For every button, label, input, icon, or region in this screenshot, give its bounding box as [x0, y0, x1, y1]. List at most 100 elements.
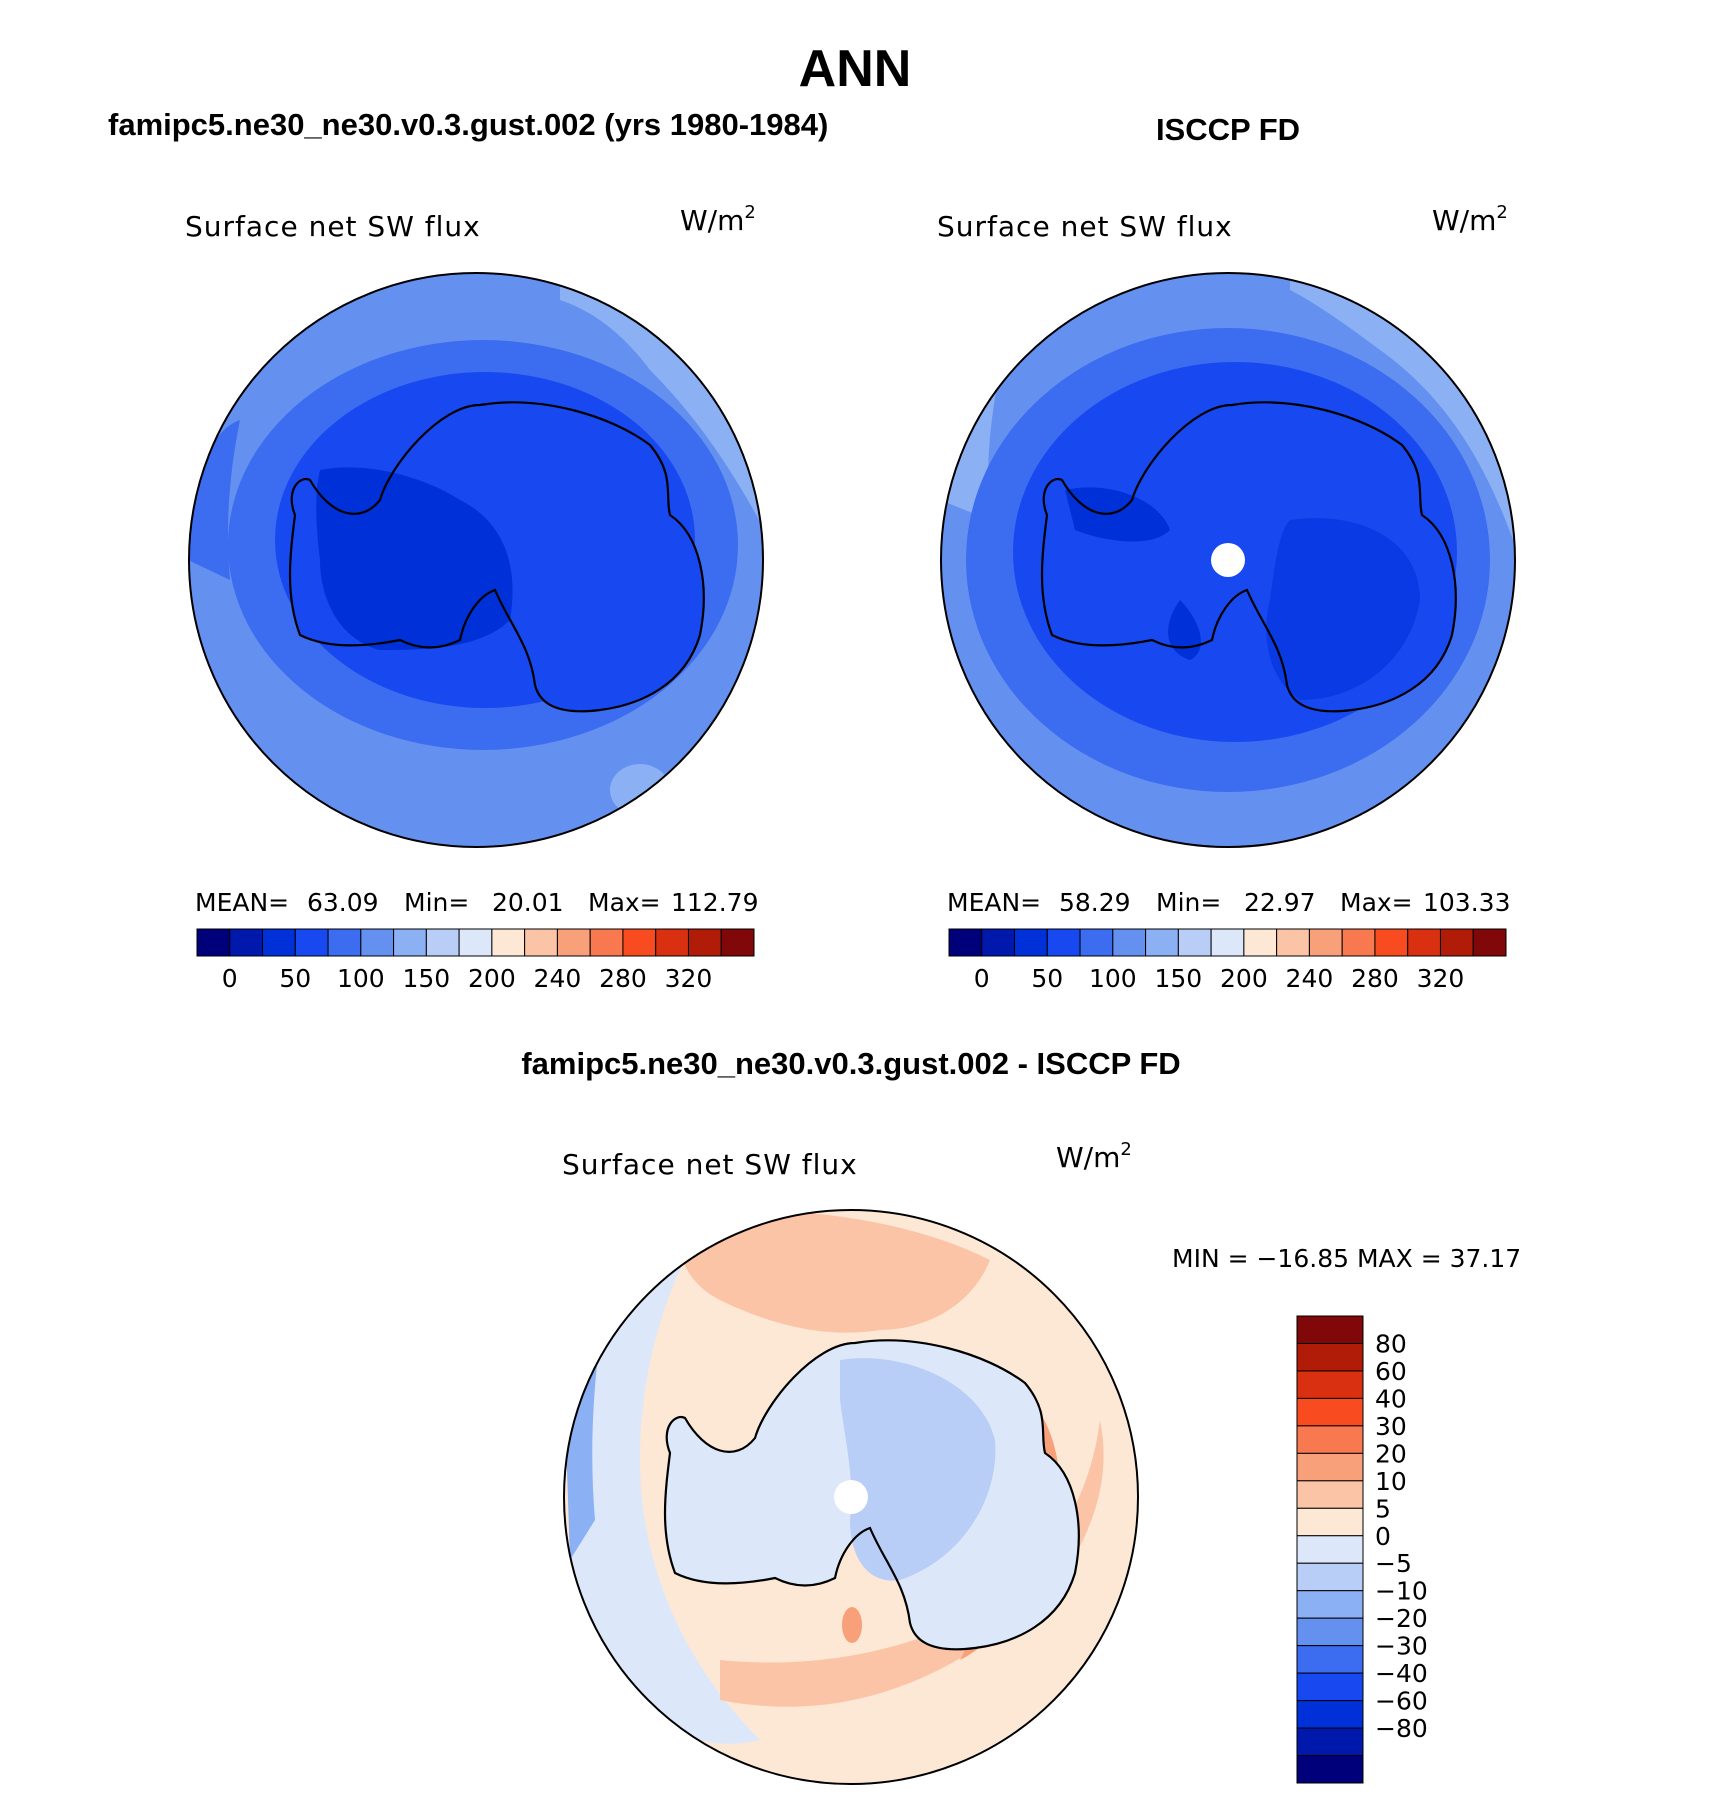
panel-model-min-label: Min=: [404, 888, 469, 917]
colorbar-swatch: [1374, 928, 1409, 957]
colorbar-swatch: [948, 928, 983, 957]
colorbar-swatch: [1296, 1617, 1364, 1647]
colorbar-swatch: [1014, 928, 1048, 957]
colorbar-swatch: [1079, 928, 1114, 957]
colorbar-label: 0: [974, 964, 990, 993]
panel-model-mean-label: MEAN=: [195, 888, 289, 917]
colorbar-label: 200: [468, 964, 516, 993]
colorbar-label: 280: [599, 964, 647, 993]
colorbar-swatch: [1296, 1370, 1364, 1399]
panel-model-max-label: Max=: [588, 888, 661, 917]
colorbar-swatch: [524, 928, 558, 957]
colorbar-label: −5: [1375, 1549, 1412, 1578]
figure-title: ANN: [799, 40, 912, 98]
panel-obs-units: W/m2: [1432, 202, 1508, 237]
map-boundary: [563, 1209, 1139, 1785]
colorbar-label: −60: [1375, 1687, 1428, 1716]
panel-obs-max-value: 103.33: [1423, 888, 1510, 917]
colorbar-swatch: [1407, 928, 1441, 957]
colorbar-swatch: [1296, 1452, 1364, 1482]
colorbar-label: 20: [1375, 1439, 1407, 1468]
colorbar-swatch: [1296, 1645, 1364, 1674]
colorbar-swatch: [622, 928, 657, 957]
map-contour-band: [842, 1607, 862, 1643]
colorbar-label: −10: [1375, 1577, 1428, 1606]
colorbar-swatch: [196, 928, 231, 957]
colorbar-label: 320: [665, 964, 713, 993]
panel-model-map: [189, 273, 763, 847]
colorbar-swatch: [1296, 1342, 1364, 1372]
colorbar-swatch: [262, 928, 296, 957]
panel-model-min-value: 20.01: [492, 888, 564, 917]
colorbar-swatch: [1177, 928, 1212, 957]
colorbar-label: −30: [1375, 1632, 1428, 1661]
panel-diff-heading: famipc5.ne30_ne30.v0.3.gust.002 - ISCCP …: [521, 1046, 1180, 1081]
colorbar-label: 40: [1375, 1384, 1407, 1413]
panel-model-heading: famipc5.ne30_ne30.v0.3.gust.002 (yrs 198…: [108, 107, 828, 142]
panel-model-mean-value: 63.09: [307, 888, 379, 917]
map-contour-band: [1065, 487, 1170, 542]
panel-diff: famipc5.ne30_ne30.v0.3.gust.002 - ISCCP …: [521, 1046, 1521, 1785]
colorbar-label: 100: [337, 964, 385, 993]
colorbar-label: 240: [1286, 964, 1334, 993]
panel-obs-mean-value: 58.29: [1059, 888, 1131, 917]
colorbar-label: 80: [1375, 1329, 1407, 1358]
colorbar-swatch: [981, 928, 1016, 957]
colorbar-swatch: [327, 928, 362, 957]
colorbar-label: 200: [1220, 964, 1268, 993]
colorbar-swatch: [294, 928, 329, 957]
colorbar-swatch: [1046, 928, 1081, 957]
colorbar-swatch: [1296, 1535, 1364, 1564]
colorbar-swatch: [425, 928, 460, 957]
colorbar-swatch: [1276, 928, 1310, 957]
map-contour-band: [680, 1210, 990, 1333]
colorbar-swatch: [1210, 928, 1245, 957]
colorbar-swatch: [1243, 928, 1278, 957]
colorbar-label: 320: [1417, 964, 1465, 993]
colorbar-swatch: [1296, 1755, 1364, 1784]
colorbar-swatch: [1296, 1562, 1364, 1592]
colorbar-label: −80: [1375, 1714, 1428, 1743]
panel-model-variable: Surface net SW flux: [185, 210, 481, 243]
map-contour-band: [189, 420, 240, 580]
panel-obs-colorbar: 0 50 100 150 200 240 280 320: [948, 928, 1507, 993]
map-contour-band: [1168, 600, 1201, 660]
colorbar-label: 100: [1089, 964, 1137, 993]
panel-obs-variable: Surface net SW flux: [937, 210, 1233, 243]
panel-model: famipc5.ne30_ne30.v0.3.gust.002 (yrs 198…: [108, 107, 828, 993]
colorbar-label: 50: [1031, 964, 1063, 993]
pole-hole-marker: [834, 1480, 868, 1514]
colorbar-swatch: [1439, 928, 1474, 957]
colorbar-swatch: [1308, 928, 1343, 957]
colorbar-swatch: [1296, 1672, 1364, 1702]
colorbar-label: −20: [1375, 1604, 1428, 1633]
colorbar-label: 5: [1375, 1494, 1391, 1523]
panel-diff-units: W/m2: [1056, 1139, 1132, 1174]
map-contour-band: [1266, 518, 1420, 700]
panel-obs-max-label: Max=: [1340, 888, 1413, 917]
colorbar-swatch: [458, 928, 493, 957]
colorbar-label: 0: [222, 964, 238, 993]
colorbar-label: 150: [402, 964, 450, 993]
colorbar-label: 240: [534, 964, 582, 993]
map-contour-band: [570, 1230, 760, 1744]
panel-obs-mean-label: MEAN=: [947, 888, 1041, 917]
panel-obs-min-label: Min=: [1156, 888, 1221, 917]
panel-diff-variable: Surface net SW flux: [562, 1148, 858, 1181]
colorbar-label: 30: [1375, 1412, 1407, 1441]
colorbar-swatch: [687, 928, 722, 957]
colorbar-swatch: [1296, 1397, 1364, 1427]
colorbar-swatch: [360, 928, 395, 957]
colorbar-swatch: [1296, 1425, 1364, 1454]
colorbar-label: 60: [1375, 1357, 1407, 1386]
colorbar-label: 10: [1375, 1467, 1407, 1496]
colorbar-label: −40: [1375, 1659, 1428, 1688]
colorbar-swatch: [393, 928, 427, 957]
colorbar-swatch: [1341, 928, 1376, 957]
colorbar-label: 280: [1351, 964, 1399, 993]
colorbar-swatch: [720, 928, 755, 957]
colorbar-label: 50: [279, 964, 311, 993]
pole-hole-marker: [1211, 543, 1245, 577]
